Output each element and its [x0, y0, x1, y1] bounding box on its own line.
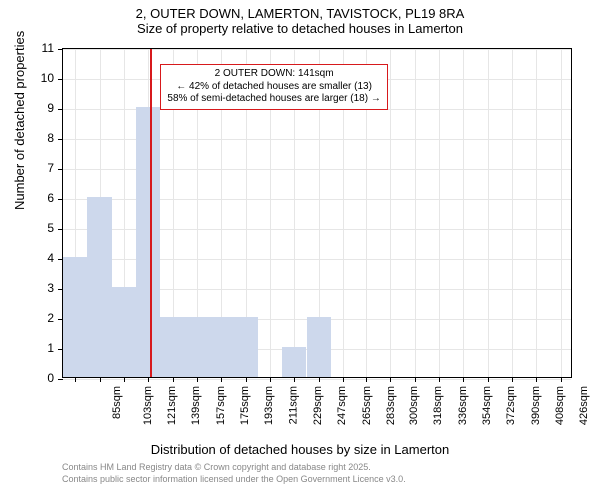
- x-tick-label: 265sqm: [361, 386, 373, 425]
- x-tick-label: 372sqm: [506, 386, 518, 425]
- histogram-bar: [136, 107, 160, 377]
- x-tick-label: 229sqm: [312, 386, 324, 425]
- y-tick-label: 8: [24, 131, 54, 145]
- reference-line: [150, 49, 152, 377]
- histogram-bar: [209, 317, 233, 377]
- histogram-bar: [87, 197, 111, 377]
- x-tick-label: 121sqm: [166, 386, 178, 425]
- x-tick-label: 390sqm: [530, 386, 542, 425]
- y-tick-label: 4: [24, 251, 54, 265]
- x-tick-label: 426sqm: [579, 386, 591, 425]
- y-tick-label: 1: [24, 341, 54, 355]
- y-tick-label: 11: [24, 41, 54, 55]
- y-tick-label: 7: [24, 161, 54, 175]
- y-tick-label: 3: [24, 281, 54, 295]
- x-tick-label: 175sqm: [239, 386, 251, 425]
- chart-container: 2, OUTER DOWN, LAMERTON, TAVISTOCK, PL19…: [0, 0, 600, 500]
- y-tick-label: 5: [24, 221, 54, 235]
- chart-title-line2: Size of property relative to detached ho…: [0, 21, 600, 40]
- plot-inner: 2 OUTER DOWN: 141sqm← 42% of detached ho…: [62, 48, 572, 378]
- callout-line2: ← 42% of detached houses are smaller (13…: [167, 81, 380, 94]
- x-tick-label: 318sqm: [433, 386, 445, 425]
- callout-box: 2 OUTER DOWN: 141sqm← 42% of detached ho…: [160, 64, 387, 110]
- x-tick-label: 157sqm: [215, 386, 227, 425]
- y-tick-label: 6: [24, 191, 54, 205]
- x-tick-label: 85sqm: [111, 386, 123, 419]
- histogram-bar: [112, 287, 136, 377]
- histogram-bar: [307, 317, 331, 377]
- callout-line3: 58% of semi-detached houses are larger (…: [167, 93, 380, 106]
- y-axis-label: Number of detached properties: [12, 31, 27, 210]
- x-tick-label: 247sqm: [336, 386, 348, 425]
- plot-area: 2 OUTER DOWN: 141sqm← 42% of detached ho…: [62, 48, 572, 378]
- callout-line1: 2 OUTER DOWN: 141sqm: [167, 68, 380, 81]
- x-tick-label: 103sqm: [142, 386, 154, 425]
- x-tick-label: 408sqm: [554, 386, 566, 425]
- attribution-text: Contains HM Land Registry data © Crown c…: [62, 462, 406, 485]
- y-tick-label: 2: [24, 311, 54, 325]
- y-tick-label: 0: [24, 371, 54, 385]
- x-tick-label: 300sqm: [408, 386, 420, 425]
- y-tick-label: 9: [24, 101, 54, 115]
- attribution-line2: Contains public sector information licen…: [62, 474, 406, 486]
- histogram-bar: [185, 317, 209, 377]
- x-axis-label: Distribution of detached houses by size …: [0, 442, 600, 457]
- y-tick-label: 10: [24, 71, 54, 85]
- x-tick-label: 336sqm: [457, 386, 469, 425]
- attribution-line1: Contains HM Land Registry data © Crown c…: [62, 462, 406, 474]
- x-tick-label: 139sqm: [190, 386, 202, 425]
- histogram-bar: [160, 317, 184, 377]
- histogram-bar: [233, 317, 257, 377]
- histogram-bar: [282, 347, 306, 377]
- x-tick-label: 193sqm: [263, 386, 275, 425]
- x-tick-label: 211sqm: [287, 386, 299, 424]
- chart-title-line1: 2, OUTER DOWN, LAMERTON, TAVISTOCK, PL19…: [0, 0, 600, 21]
- x-tick-label: 354sqm: [481, 386, 493, 425]
- x-tick-label: 283sqm: [385, 386, 397, 425]
- histogram-bar: [63, 257, 87, 377]
